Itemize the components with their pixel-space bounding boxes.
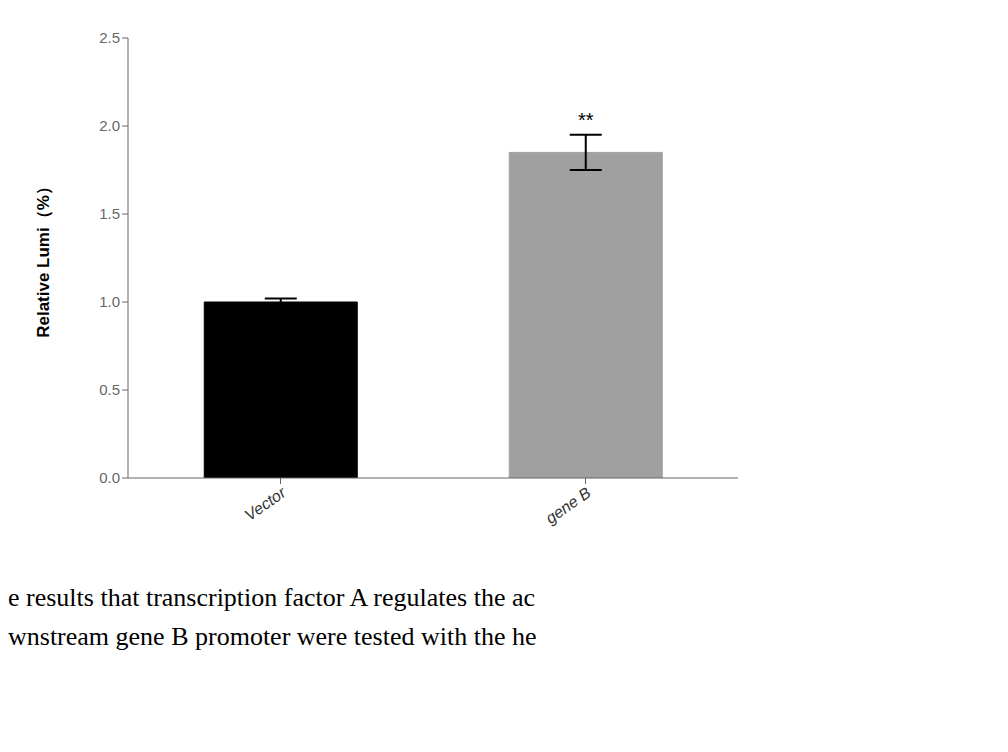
svg-text:Relative Lumi（%）: Relative Lumi（%） [34,178,53,338]
svg-text:2.5: 2.5 [99,29,120,46]
svg-text:1.0: 1.0 [99,293,120,310]
svg-text:**: ** [578,109,594,131]
svg-text:gene B: gene B [542,484,594,527]
svg-text:1.5: 1.5 [99,205,120,222]
svg-text:2.0: 2.0 [99,117,120,134]
svg-text:Vector: Vector [242,483,290,523]
svg-text:0.5: 0.5 [99,381,120,398]
svg-text:0.0: 0.0 [99,469,120,486]
html-text:wnstream gene B promoter were: wnstream gene B promoter were tested wit… [8,622,537,651]
html-text:e results that transcription f: e results that transcription factor A re… [8,583,535,612]
